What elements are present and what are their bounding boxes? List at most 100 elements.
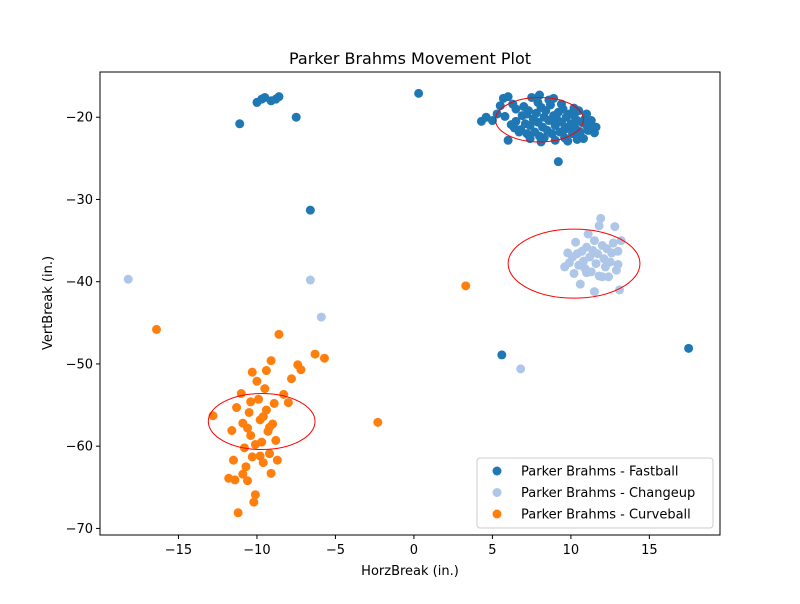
x-tick-label: −10 [243, 543, 270, 558]
data-point-series-0 [519, 102, 529, 112]
data-point-series-0 [572, 134, 582, 144]
data-point-series-1 [316, 312, 326, 322]
data-point-series-0 [291, 112, 301, 122]
data-point-series-0 [274, 92, 284, 102]
data-point-series-1 [589, 236, 599, 246]
data-point-series-0 [487, 116, 497, 126]
data-point-series-1 [569, 268, 579, 278]
data-point-series-0 [534, 90, 544, 100]
y-tick-label: −50 [66, 357, 93, 372]
data-point-series-2 [152, 324, 162, 334]
data-point-series-2 [461, 281, 471, 291]
data-point-series-2 [230, 475, 240, 485]
x-tick-label: 5 [488, 543, 496, 558]
data-point-series-0 [582, 109, 592, 119]
y-axis-label: VertBreak (in.) [41, 256, 56, 350]
data-point-series-2 [283, 398, 293, 408]
data-point-series-1 [123, 274, 133, 284]
x-tick-label: −5 [326, 543, 345, 558]
legend-marker-1 [492, 488, 502, 497]
data-point-series-1 [604, 272, 614, 282]
data-point-series-1 [613, 259, 623, 269]
x-tick-label: 10 [563, 543, 580, 558]
data-point-series-0 [500, 111, 510, 121]
y-tick-label: −20 [66, 111, 93, 126]
x-axis-label: HorzBreak (in.) [361, 564, 459, 579]
data-point-series-2 [250, 440, 260, 450]
data-point-series-0 [522, 109, 532, 119]
data-point-series-1 [516, 364, 526, 374]
legend-label-0: Parker Brahms - Fastball [521, 465, 679, 480]
data-point-series-0 [235, 119, 245, 129]
data-point-series-1 [594, 221, 604, 231]
data-point-series-1 [575, 279, 585, 289]
legend-marker-0 [492, 466, 502, 476]
points-layer [123, 88, 694, 518]
data-point-series-1 [596, 213, 606, 223]
ellipse-layer [207, 97, 641, 450]
legend-label-2: Parker Brahms - Curveball [521, 508, 691, 523]
data-point-series-2 [271, 435, 281, 445]
data-point-series-2 [252, 376, 262, 386]
data-point-series-0 [503, 92, 513, 102]
x-tick-label: −15 [165, 543, 192, 558]
data-point-series-0 [560, 125, 570, 135]
data-point-series-2 [296, 365, 306, 375]
data-point-series-0 [533, 97, 543, 107]
data-point-series-1 [582, 268, 592, 278]
data-point-series-0 [563, 136, 573, 146]
data-point-series-1 [610, 222, 620, 232]
data-point-series-1 [571, 237, 581, 247]
data-point-series-0 [509, 123, 519, 133]
data-point-series-2 [265, 449, 275, 459]
data-point-series-2 [254, 394, 264, 404]
data-point-series-2 [373, 417, 383, 427]
data-point-series-2 [228, 455, 238, 465]
plot-frame [99, 71, 721, 536]
data-point-series-2 [279, 389, 289, 399]
data-point-series-0 [553, 157, 563, 167]
data-point-series-2 [260, 384, 270, 394]
data-point-series-2 [227, 426, 237, 436]
data-point-series-1 [589, 287, 599, 297]
data-point-series-2 [243, 423, 253, 433]
data-point-series-2 [269, 398, 279, 408]
data-point-series-0 [414, 88, 424, 98]
cluster-ellipse-0 [495, 97, 584, 143]
legend-label-1: Parker Brahms - Changeup [521, 486, 695, 501]
y-tick-label: −40 [66, 275, 93, 290]
data-point-series-2 [247, 367, 257, 377]
data-point-series-0 [503, 135, 513, 145]
data-point-series-0 [305, 205, 315, 215]
data-point-series-2 [249, 497, 259, 507]
data-point-series-2 [274, 329, 284, 339]
legend-box [476, 457, 714, 529]
data-point-series-2 [310, 349, 320, 359]
data-point-series-0 [569, 103, 579, 113]
axes-layer: −15 −10 −5 0 5 10 15−70−60−50−40−30−20 [66, 71, 721, 558]
data-point-series-1 [613, 246, 623, 256]
chart-title: Parker Brahms Movement Plot [289, 49, 531, 68]
data-point-series-2 [246, 430, 256, 440]
data-point-series-2 [233, 508, 243, 518]
y-tick-label: −30 [66, 193, 93, 208]
data-point-series-0 [585, 119, 595, 129]
data-point-series-2 [250, 490, 260, 500]
data-point-series-2 [247, 452, 257, 462]
data-point-series-1 [305, 275, 315, 285]
data-point-series-2 [244, 407, 254, 417]
legend: Parker Brahms - Fastball Parker Brahms - … [476, 457, 714, 529]
cluster-ellipse-2 [207, 393, 316, 450]
data-point-series-2 [246, 397, 256, 407]
data-point-series-0 [556, 99, 566, 109]
data-point-series-2 [243, 476, 253, 486]
data-point-series-2 [258, 412, 268, 422]
data-point-series-0 [684, 343, 694, 353]
data-point-series-1 [597, 272, 607, 282]
x-tick-label: 15 [641, 543, 658, 558]
data-point-series-2 [319, 353, 329, 363]
data-point-series-1 [593, 249, 603, 259]
data-point-series-0 [508, 99, 518, 109]
cluster-ellipse-1 [507, 228, 641, 299]
